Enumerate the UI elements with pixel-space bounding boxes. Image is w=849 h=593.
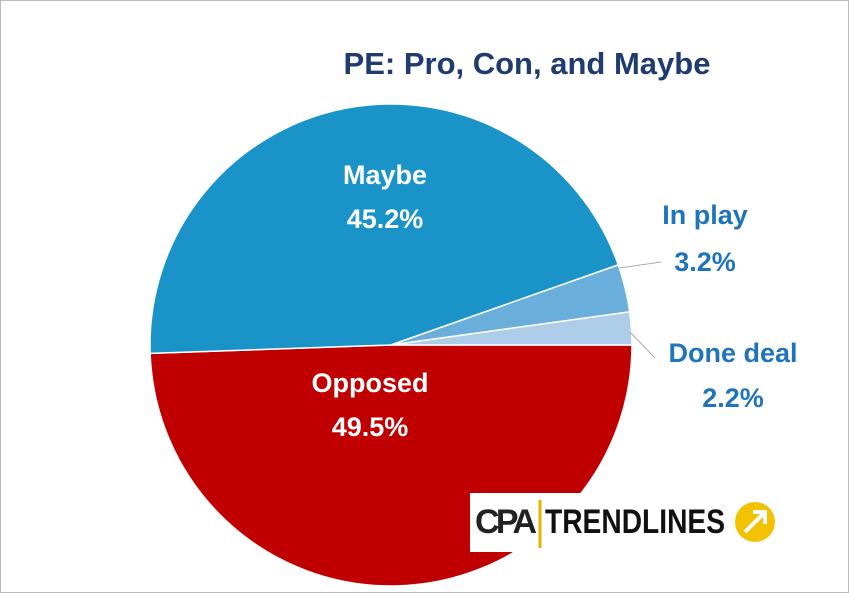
logo: CPA TRENDLINES <box>470 493 783 552</box>
value-label: 49.5% <box>332 412 409 442</box>
value-label: 2.2% <box>702 383 764 413</box>
slice-label: Done deal <box>668 338 797 368</box>
value-label: 3.2% <box>674 247 736 277</box>
slice-label: Opposed <box>311 368 428 398</box>
chart-title: PE: Pro, Con, and Maybe <box>344 46 711 81</box>
leader-line <box>629 331 656 359</box>
leader-line <box>618 261 662 269</box>
logo-arrow <box>743 510 767 534</box>
logo-right: TRENDLINES <box>545 503 725 541</box>
slice-label: Maybe <box>343 160 427 190</box>
pie-slice <box>390 310 633 346</box>
logo-left: CPA <box>475 503 537 541</box>
value-label: 45.2% <box>347 204 424 234</box>
logo-box <box>470 493 783 552</box>
pie-slice <box>149 103 620 355</box>
slice-label: In play <box>662 200 748 230</box>
